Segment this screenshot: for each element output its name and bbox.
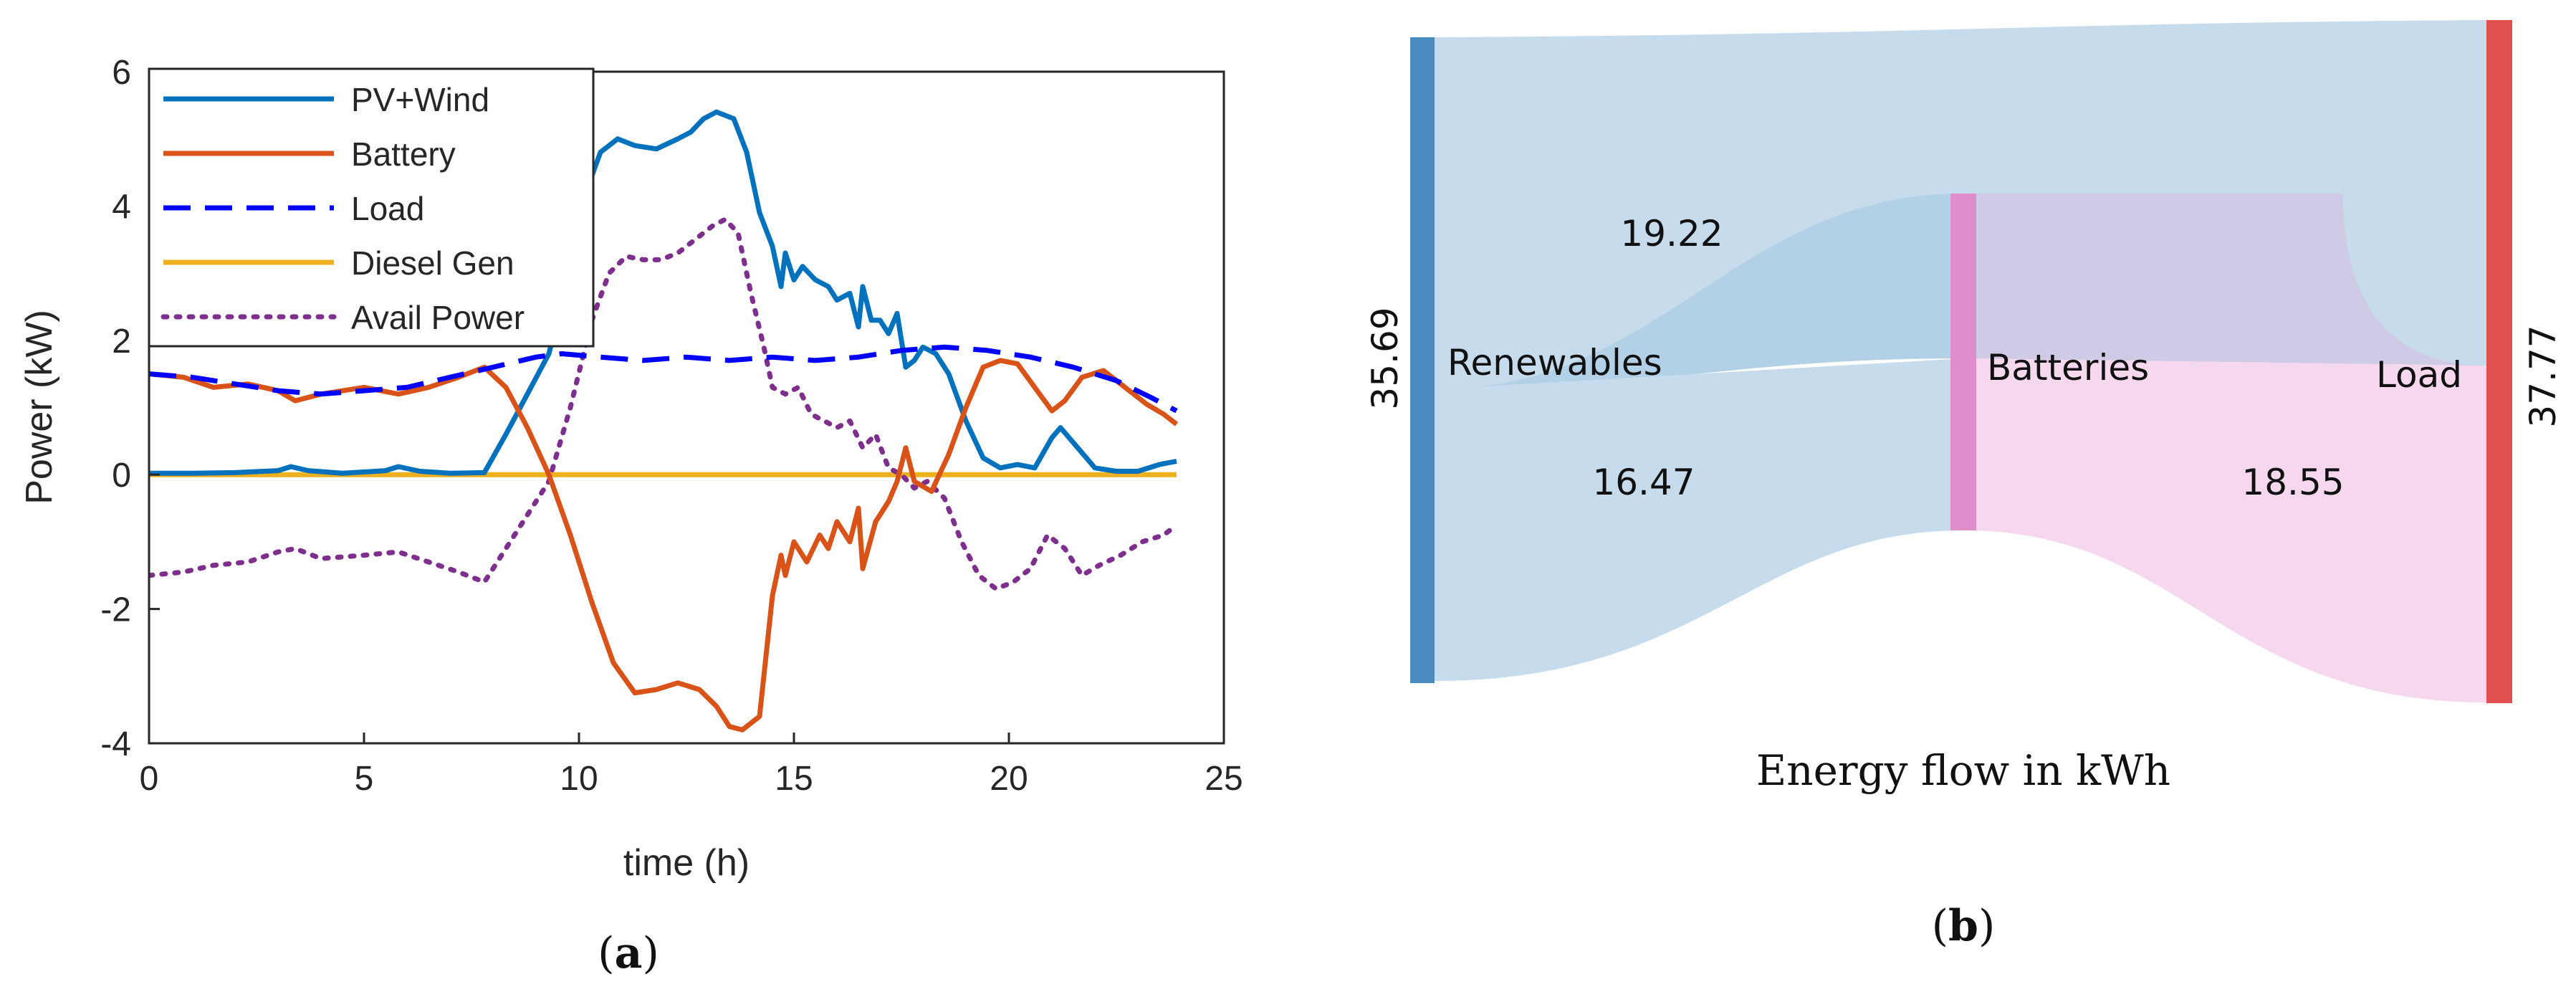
caption-b-open: ( xyxy=(1932,901,1948,951)
sankey-title: Energy flow in kWh xyxy=(1756,746,2170,795)
node-label-batteries: Batteries xyxy=(1987,347,2149,388)
x-axis-label: time (h) xyxy=(623,842,750,884)
plot-frame xyxy=(148,70,1225,745)
caption-a-letter: a xyxy=(615,928,643,978)
legend-label-load: Load xyxy=(351,190,424,227)
node-value-renewables: 35.69 xyxy=(1364,307,1406,409)
node-load xyxy=(2486,20,2512,703)
legend: PV+Wind Battery Load Diesel Gen Avail Po… xyxy=(148,67,595,348)
load-line xyxy=(149,344,1178,414)
caption-a-close: ) xyxy=(642,928,659,978)
node-label-load: Load xyxy=(2376,354,2462,396)
x-tick-label: 5 xyxy=(355,760,374,798)
y-tick-label: 4 xyxy=(112,188,131,226)
link-label-18-55: 18.55 xyxy=(2241,462,2344,503)
y-tick-label: 0 xyxy=(112,457,131,495)
link-label-16-47: 16.47 xyxy=(1592,462,1695,503)
y-tick-label: -2 xyxy=(100,591,131,629)
x-tick-label: 0 xyxy=(140,760,159,798)
node-batteries xyxy=(1950,194,1976,530)
legend-label-battery: Battery xyxy=(351,135,456,173)
flow-renewables-to-batteries-lower xyxy=(1435,358,1963,681)
y-tick-label: 2 xyxy=(112,323,131,361)
y-tick-label: 6 xyxy=(112,54,131,92)
x-tick-label: 25 xyxy=(1205,760,1242,798)
legend-label-avail-power: Avail Power xyxy=(351,299,525,336)
avail-power-line xyxy=(149,216,1179,591)
caption-a: (a) xyxy=(598,928,659,978)
legend-label-diesel-gen: Diesel Gen xyxy=(351,244,514,282)
node-label-renewables: Renewables xyxy=(1447,342,1662,383)
x-tick-label: 20 xyxy=(990,760,1028,798)
pv-wind-line xyxy=(149,109,1177,476)
battery-line xyxy=(149,358,1179,733)
y-axis-label: Power (kW) xyxy=(19,310,60,505)
flow-renewables-to-batteries-upper xyxy=(1435,194,1963,390)
y-tick-label: -4 xyxy=(100,725,131,763)
link-label-19-22: 19.22 xyxy=(1620,213,1723,254)
caption-b: (b) xyxy=(1932,901,1996,951)
caption-b-close: ) xyxy=(1978,901,1995,951)
legend-label-pv-wind: PV+Wind xyxy=(351,81,489,118)
x-tick-label: 10 xyxy=(560,760,598,798)
panel-a-line-chart: 0 5 10 15 20 25 -4 -2 0 2 4 6 time (h) Power (kW) P… xyxy=(19,54,1243,978)
caption-b-letter: b xyxy=(1948,901,1978,951)
tick-layer: 0 5 10 15 20 25 -4 -2 0 2 4 6 xyxy=(100,54,1242,798)
flow-batteries-overlap xyxy=(1963,194,2486,366)
node-value-load: 37.77 xyxy=(2522,325,2564,427)
flow-batteries-to-load xyxy=(1963,358,2486,702)
caption-a-open: ( xyxy=(598,928,614,978)
panel-b-sankey: 35.69 Renewables Batteries Load 37.77 19… xyxy=(1364,20,2564,951)
x-tick-label: 15 xyxy=(775,760,813,798)
series-layer xyxy=(149,109,1179,733)
node-renewables xyxy=(1410,37,1435,683)
